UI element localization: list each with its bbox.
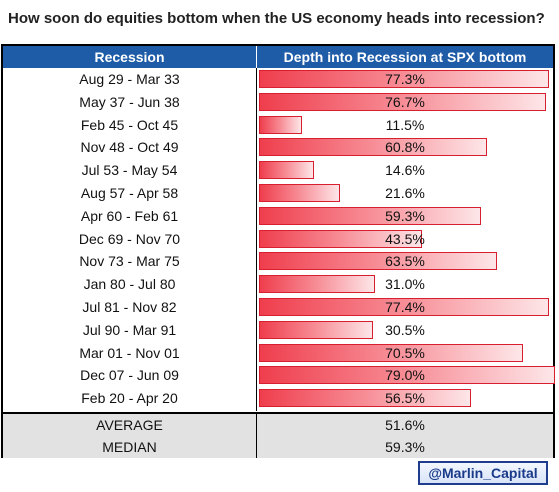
recession-label: Jul 81 - Nov 82 [82,299,177,315]
depth-bar [259,206,482,225]
recession-label: Feb 45 - Oct 45 [80,116,179,133]
table-row: Jul 53 - May 54 14.6% [3,159,553,182]
table-row: Mar 01 - Nov 01 70.5% [3,342,553,365]
depth-value: 77.4% [385,299,425,315]
depth-value: 30.5% [385,321,425,338]
table-row: Feb 45 - Oct 45 11.5% [3,114,553,137]
depth-bar [259,343,524,362]
depth-bar [259,115,303,134]
depth-value: 59.3% [385,207,425,224]
depth-bar [259,252,497,271]
summary-label: AVERAGE [96,417,163,433]
depth-bar [259,184,340,202]
depth-bar [259,298,549,316]
depth-value: 79.0% [385,367,425,384]
summary-section: AVERAGE 51.6% MEDIAN 59.3% [3,412,553,458]
depth-bar [259,389,471,408]
recession-table: Recession Depth into Recession at SPX bo… [1,44,555,458]
column-divider [256,68,257,411]
table-row: Dec 69 - Nov 70 43.5% [3,228,553,251]
depth-bar [259,92,547,111]
credit-badge: @Marlin_Capital [418,461,548,485]
recession-label: Dec 07 - Jun 09 [80,367,179,384]
depth-bar [259,138,487,157]
depth-bar [259,161,314,180]
summary-value: 59.3% [385,439,425,455]
table-row: Jan 80 - Jul 80 31.0% [3,273,553,296]
summary-row-average: AVERAGE 51.6% [3,414,553,436]
depth-value: 21.6% [385,185,425,201]
table-row: Feb 20 - Apr 20 56.5% [3,387,553,410]
depth-bar [259,229,422,248]
recession-label: Nov 48 - Oct 49 [80,139,179,156]
chart-title: How soon do equities bottom when the US … [8,10,545,27]
depth-value: 70.5% [385,344,425,361]
table-header: Recession Depth into Recession at SPX bo… [3,46,553,68]
header-recession: Recession [3,46,257,68]
table-body: Aug 29 - Mar 33 77.3% May 37 - Jun 38 76.7%… [3,68,555,411]
table-row: Jul 81 - Nov 82 77.4% [3,296,553,319]
depth-bar [259,275,376,294]
recession-label: Feb 20 - Apr 20 [81,390,178,407]
depth-bar [259,70,549,88]
table-row: Aug 57 - Apr 58 21.6% [3,182,553,205]
recession-label: Dec 69 - Nov 70 [78,230,181,247]
depth-value: 43.5% [385,230,425,247]
header-depth: Depth into Recession at SPX bottom [283,49,527,65]
depth-bar [259,320,374,339]
summary-value: 51.6% [385,417,425,433]
recession-label: Jan 80 - Jul 80 [83,276,176,293]
depth-value: 11.5% [385,116,425,133]
depth-value: 60.8% [385,139,425,156]
depth-value: 31.0% [385,276,425,293]
recession-label: Jul 90 - Mar 91 [82,321,177,338]
table-row: Nov 48 - Oct 49 60.8% [3,136,553,159]
recession-label: Aug 29 - Mar 33 [79,71,180,87]
table-row: Apr 60 - Feb 61 59.3% [3,205,553,228]
summary-divider [256,414,257,458]
recession-label: Mar 01 - Nov 01 [79,344,180,361]
table-row: Dec 07 - Jun 09 79.0% [3,364,555,387]
table-row: May 37 - Jun 38 76.7% [3,91,553,114]
summary-label: MEDIAN [102,439,157,455]
depth-value: 77.3% [385,71,425,87]
recession-label: Aug 57 - Apr 58 [80,185,179,201]
recession-label: Nov 73 - Mar 75 [79,253,180,270]
recession-label: Apr 60 - Feb 61 [80,207,179,224]
depth-value: 63.5% [385,253,425,270]
recession-label: Jul 53 - May 54 [81,162,178,179]
depth-value: 76.7% [385,93,425,110]
table-row: Aug 29 - Mar 33 77.3% [3,68,553,91]
depth-value: 56.5% [385,390,425,407]
depth-value: 14.6% [385,162,425,179]
recession-label: May 37 - Jun 38 [79,93,180,110]
depth-bar [259,366,555,385]
table-row: Jul 90 - Mar 91 30.5% [3,319,553,342]
summary-row-median: MEDIAN 59.3% [3,436,553,458]
table-row: Nov 73 - Mar 75 63.5% [3,250,553,273]
